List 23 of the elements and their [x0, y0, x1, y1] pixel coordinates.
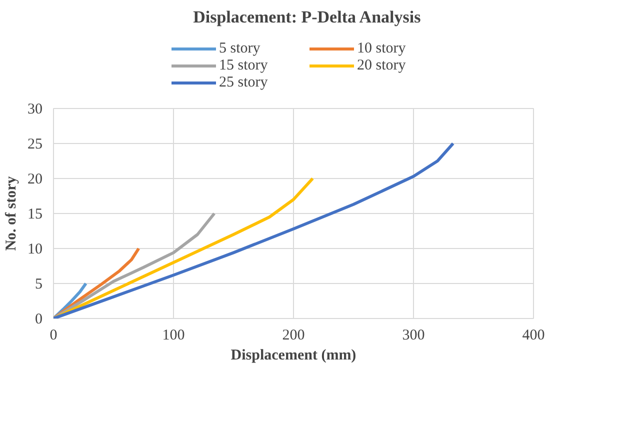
x-tick-label: 200 [282, 328, 305, 344]
x-tick-label: 300 [402, 328, 425, 344]
line-series [54, 177, 314, 318]
line-series [54, 212, 216, 318]
y-tick-label: 10 [28, 242, 42, 258]
y-tick-label: 25 [28, 136, 42, 152]
y-tick-label: 15 [28, 206, 42, 222]
x-tick-label: 100 [162, 328, 185, 344]
y-tick-label: 0 [35, 312, 42, 328]
legend-label: 25 story [219, 74, 269, 91]
y-tick-label: 20 [28, 172, 42, 188]
legend-label: 20 story [357, 57, 407, 74]
y-tick-label: 5 [35, 276, 42, 292]
legend-label: 15 story [219, 57, 269, 74]
x-tick-label: 400 [522, 328, 545, 344]
x-tick-label: 0 [50, 328, 58, 344]
x-axis-title: Displacement (mm) [230, 348, 356, 364]
y-axis-title: No. of story [4, 176, 20, 251]
legend-label: 10 story [357, 40, 407, 57]
line-series [54, 142, 455, 318]
y-tick-label: 30 [28, 102, 42, 118]
chart-title: Displacement: P-Delta Analysis [193, 8, 422, 26]
legend-label: 5 story [219, 40, 262, 57]
